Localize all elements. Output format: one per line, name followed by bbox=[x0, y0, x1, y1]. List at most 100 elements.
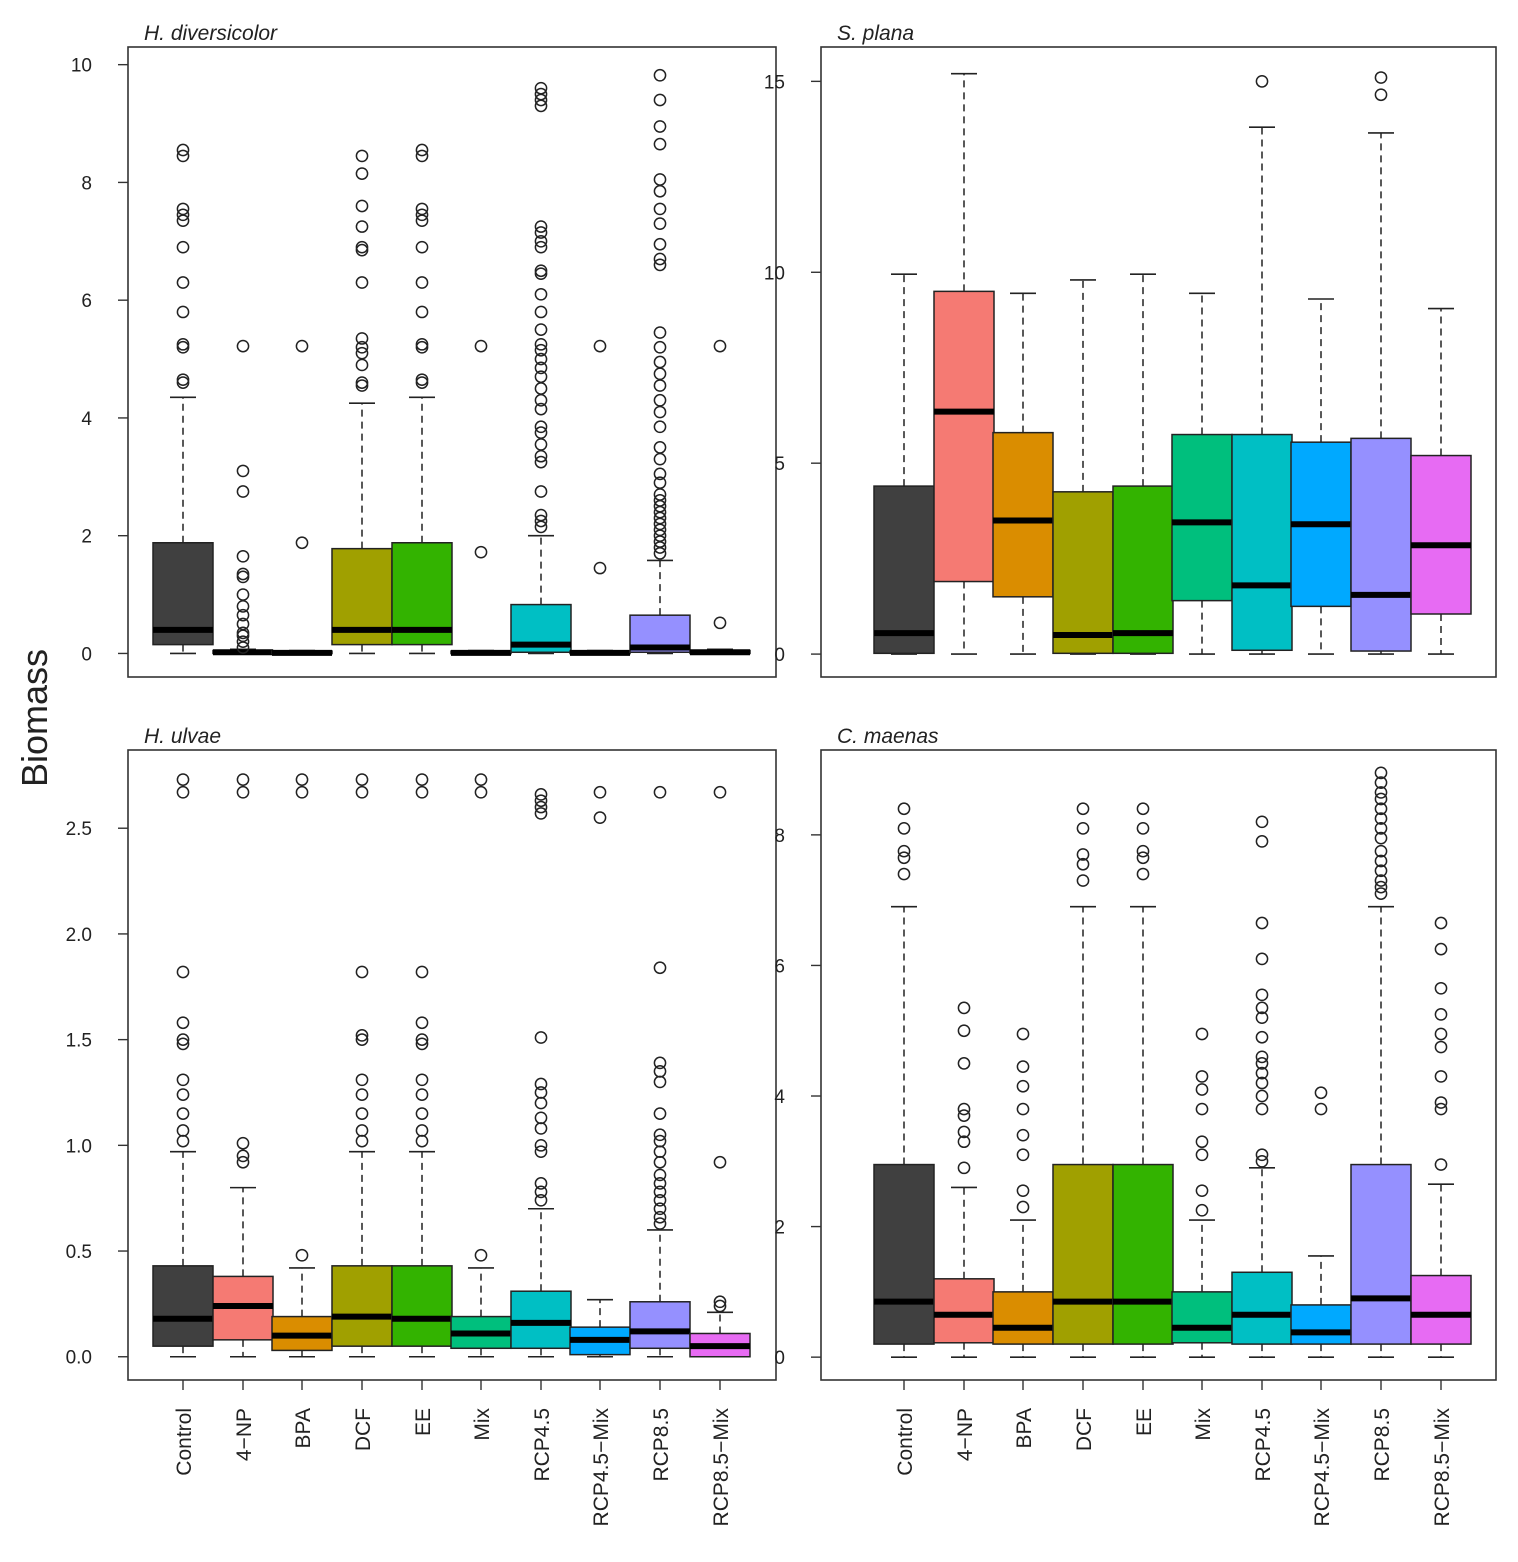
outlier-point bbox=[534, 807, 548, 820]
x-tick-label: RCP4.5−Mix bbox=[590, 1408, 613, 1527]
iqr-box bbox=[873, 1163, 935, 1345]
outlier-point bbox=[236, 464, 250, 478]
outlier-point bbox=[593, 785, 607, 799]
outlier-point bbox=[653, 1145, 667, 1159]
outlier-point bbox=[1255, 1001, 1269, 1015]
box-10 bbox=[1410, 307, 1472, 655]
outlier-point bbox=[176, 149, 190, 163]
box-2 bbox=[212, 773, 274, 1358]
x-tick-label: EE bbox=[412, 1408, 435, 1436]
outlier-point bbox=[653, 217, 667, 230]
outlier-point bbox=[176, 305, 190, 319]
iqr-box bbox=[1410, 454, 1472, 615]
iqr-box bbox=[1410, 1274, 1472, 1345]
outlier-point bbox=[534, 234, 548, 248]
outlier-point bbox=[474, 785, 488, 799]
outlier-point bbox=[355, 1033, 369, 1046]
box-7 bbox=[1231, 75, 1293, 655]
outlier-point bbox=[653, 1064, 667, 1078]
iqr-box bbox=[1350, 1163, 1412, 1345]
panel-title: H. ulvae bbox=[144, 725, 221, 748]
box-10 bbox=[1410, 916, 1472, 1358]
outlier-point bbox=[534, 264, 548, 278]
outlier-point bbox=[474, 1248, 488, 1262]
outlier-point bbox=[1255, 988, 1269, 1002]
y-tick-label: 15 bbox=[764, 72, 785, 93]
outlier-point bbox=[1434, 942, 1448, 956]
outlier-point bbox=[534, 337, 548, 351]
outlier-point bbox=[534, 438, 548, 451]
outlier-point bbox=[1434, 916, 1448, 930]
outlier-point bbox=[1016, 1148, 1030, 1162]
outlier-point bbox=[1374, 776, 1388, 789]
iqr-box bbox=[629, 1301, 691, 1350]
outlier-point bbox=[534, 1122, 548, 1135]
outlier-point bbox=[897, 821, 911, 835]
iqr-box bbox=[1350, 437, 1412, 652]
outlier-point bbox=[534, 343, 548, 357]
outlier-point bbox=[176, 373, 190, 387]
outlier-point bbox=[1255, 1057, 1269, 1070]
outlier-point bbox=[295, 536, 309, 550]
outlier-point bbox=[534, 1031, 548, 1044]
x-tick-label: RCP8.5 bbox=[650, 1408, 673, 1482]
outlier-point bbox=[1374, 821, 1388, 835]
outlier-point bbox=[1374, 792, 1388, 806]
outlier-point bbox=[176, 276, 190, 289]
outlier-point bbox=[1434, 1070, 1448, 1083]
outlier-point bbox=[236, 339, 250, 353]
panel-1: H. diversicolor 0 2 4 6 8 10 bbox=[71, 22, 777, 678]
outlier-point bbox=[1255, 1030, 1269, 1044]
outlier-point bbox=[355, 1073, 369, 1087]
outlier-point bbox=[355, 276, 369, 289]
outlier-point bbox=[957, 1161, 971, 1175]
x-tick-label: 4−NP bbox=[233, 1408, 256, 1461]
y-tick-label: 4 bbox=[774, 1087, 785, 1108]
outlier-point bbox=[534, 382, 548, 395]
outlier-point bbox=[534, 1096, 548, 1110]
outlier-point bbox=[1195, 1102, 1209, 1116]
iqr-box bbox=[933, 1278, 995, 1344]
outlier-point bbox=[1195, 1135, 1209, 1149]
outlier-point bbox=[593, 561, 607, 575]
box-6 bbox=[450, 339, 512, 656]
outlier-point bbox=[176, 143, 190, 157]
outlier-point bbox=[1195, 1083, 1209, 1096]
outlier-point bbox=[176, 965, 190, 979]
outlier-point bbox=[236, 635, 250, 649]
outlier-point bbox=[653, 467, 667, 481]
y-tick-label: 6 bbox=[81, 291, 92, 312]
outlier-point bbox=[236, 626, 250, 640]
y-tick-label: 1.5 bbox=[66, 1031, 92, 1052]
outlier-point bbox=[653, 68, 667, 82]
outlier-point bbox=[1255, 1148, 1269, 1162]
outlier-point bbox=[355, 332, 369, 345]
outlier-point bbox=[415, 1107, 429, 1120]
outlier-point bbox=[713, 785, 727, 799]
outlier-point bbox=[534, 455, 548, 469]
x-tick-label: RCP8.5−Mix bbox=[1431, 1408, 1454, 1527]
outlier-point bbox=[653, 1193, 667, 1207]
y-tick-label: 2.0 bbox=[66, 925, 92, 946]
x-tick-label: BPA bbox=[1013, 1408, 1036, 1448]
outlier-point bbox=[653, 1210, 667, 1224]
box-4 bbox=[331, 773, 393, 1358]
outlier-point bbox=[534, 1086, 548, 1099]
box-2 bbox=[933, 1001, 995, 1358]
iqr-box bbox=[1052, 491, 1114, 655]
outlier-point bbox=[1374, 812, 1388, 825]
outlier-point bbox=[1434, 981, 1448, 995]
outlier-point bbox=[355, 220, 369, 233]
panel-2: S. plana 0 5 10 15 bbox=[764, 22, 1497, 678]
outlier-point bbox=[415, 276, 429, 289]
outlier-point bbox=[653, 93, 667, 107]
y-tick-label: 0.5 bbox=[66, 1242, 92, 1263]
outlier-point bbox=[534, 1111, 548, 1125]
outlier-point bbox=[176, 1037, 190, 1051]
outlier-point bbox=[415, 1016, 429, 1030]
outlier-point bbox=[295, 773, 309, 786]
outlier-point bbox=[534, 426, 548, 440]
outlier-point bbox=[593, 811, 607, 825]
y-tick-label: 0 bbox=[774, 1348, 785, 1369]
outlier-point bbox=[653, 326, 667, 339]
